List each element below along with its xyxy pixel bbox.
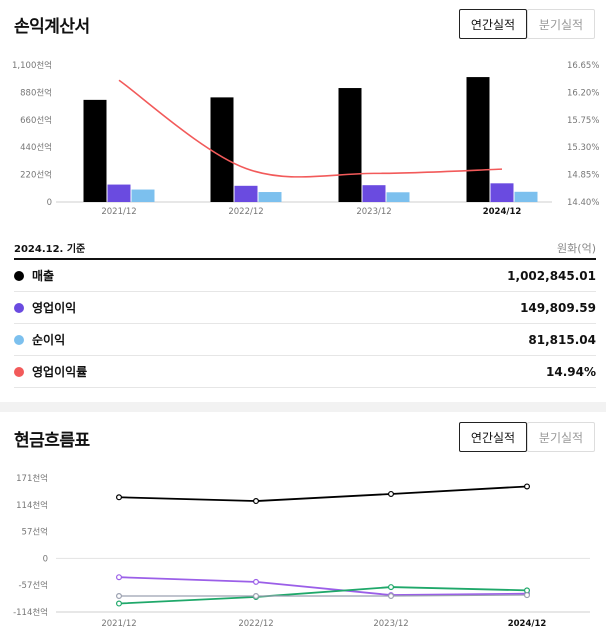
x-tick-label: 2023/12	[356, 207, 391, 217]
y2-tick-label: 14.85%	[567, 171, 599, 181]
operating-margin-line	[118, 79, 503, 178]
cashflow-point	[115, 574, 122, 581]
cashflow-point	[115, 593, 122, 600]
summary-table-header: 2024.12. 기준 원화(억)	[14, 238, 596, 260]
bar	[514, 191, 538, 202]
cashflow-point	[523, 592, 530, 599]
section-divider	[0, 402, 606, 412]
tab-annual[interactable]: 연간실적	[459, 9, 527, 39]
net-income-legend-dot	[14, 334, 24, 345]
cashflow-point	[523, 483, 530, 490]
y-tick-label: -57선억	[18, 580, 48, 591]
cashflow-series-line	[118, 576, 528, 596]
y-tick-label: 440선억	[20, 142, 52, 153]
y-tick-label: 57선억	[22, 527, 48, 538]
bar	[83, 99, 107, 202]
y-tick-label: 1,100천억	[12, 60, 52, 71]
net-income-value: 81,815.04	[528, 332, 596, 347]
y2-tick-label: 16.20%	[567, 88, 599, 98]
bar	[210, 97, 234, 202]
row-revenue: 매출 1,002,845.01	[14, 260, 596, 292]
currency-unit: 원화(억)	[557, 242, 596, 255]
cashflow-point	[253, 498, 260, 505]
cashflow-point	[523, 587, 530, 594]
x-tick-label: 2024/12	[483, 207, 522, 217]
cashflow-series-line	[118, 586, 528, 605]
cashflow-series-line	[118, 485, 528, 502]
cashflow-series-line	[119, 594, 528, 597]
income-chart: 0 220선억 440선억 660선억 880천억 1,100천억 14.40% 14.85%…	[12, 60, 599, 217]
cashflow-point	[388, 593, 395, 600]
income-statement-title: 손익계산서	[14, 17, 90, 37]
cashflow-chart: 171천억 114천억 57선억 0 -57선억 -114천억 2021/12 2022/12…	[13, 473, 590, 629]
basis-date: 2024.12. 기준	[14, 244, 86, 255]
cashflow-point	[253, 593, 260, 600]
y-tick-label: 0	[43, 554, 48, 564]
operating-margin-value: 14.94%	[546, 364, 596, 379]
x-tick-label: 2021/12	[101, 207, 136, 217]
row-operating-margin: 영업이익률 14.94%	[14, 356, 596, 388]
cashflow-point	[253, 578, 260, 585]
y-tick-label: 114천억	[16, 500, 48, 511]
operating-profit-label: 영업이익	[32, 301, 77, 315]
tab-quarterly[interactable]: 분기실적	[527, 9, 595, 39]
revenue-legend-dot	[14, 270, 24, 281]
y-tick-label: 880천억	[20, 87, 52, 98]
bar	[107, 184, 131, 202]
bar	[258, 192, 282, 202]
cashflow-title: 현금흐름표	[14, 431, 90, 451]
net-income-label: 순이익	[32, 333, 66, 347]
bar	[362, 185, 386, 202]
bar	[131, 189, 155, 202]
cashflow-tab-annual[interactable]: 연간실적	[459, 422, 527, 452]
y-tick-label: -114천억	[13, 607, 48, 618]
y-tick-label: 171천억	[16, 473, 48, 484]
revenue-value: 1,002,845.01	[507, 268, 596, 283]
bar	[234, 185, 258, 202]
y2-tick-label: 16.65%	[567, 61, 599, 71]
bar	[338, 88, 362, 202]
x-tick-label: 2021/12	[101, 619, 136, 629]
cashflow-section: 현금흐름표 연간실적 분기실적 171천억 114천억 57선억 0 -57선억 -114…	[0, 412, 606, 636]
x-tick-label: 2022/12	[228, 207, 263, 217]
operating-margin-legend-dot	[14, 366, 24, 377]
x-tick-label: 2024/12	[508, 619, 547, 629]
operating-profit-legend-dot	[14, 302, 24, 313]
y-tick-label: 220선억	[20, 170, 52, 181]
operating-margin-label: 영업이익률	[32, 365, 88, 379]
income-statement-section: 손익계산서 연간실적 분기실적 0 220선억 440선억 660선억 880천억 1,1…	[12, 9, 600, 388]
y2-tick-label: 15.30%	[567, 143, 599, 153]
cashflow-point	[388, 490, 395, 497]
bar	[466, 77, 490, 202]
y-tick-label: 660선억	[20, 115, 52, 126]
y2-tick-label: 14.40%	[567, 198, 599, 208]
row-operating-profit: 영업이익 149,809.59	[14, 292, 596, 324]
cashflow-point	[115, 600, 122, 607]
y2-tick-label: 15.75%	[567, 116, 599, 126]
revenue-label: 매출	[32, 269, 55, 283]
row-net-income: 순이익 81,815.04	[14, 324, 596, 356]
x-tick-label: 2022/12	[238, 619, 273, 629]
bar	[490, 183, 514, 202]
bar	[386, 192, 410, 202]
operating-profit-value: 149,809.59	[520, 300, 596, 315]
cashflow-tab-quarterly[interactable]: 분기실적	[527, 422, 595, 452]
y-tick-label: 0	[47, 198, 52, 208]
cashflow-point	[388, 584, 395, 591]
cashflow-point	[115, 494, 122, 501]
x-tick-label: 2023/12	[373, 619, 408, 629]
